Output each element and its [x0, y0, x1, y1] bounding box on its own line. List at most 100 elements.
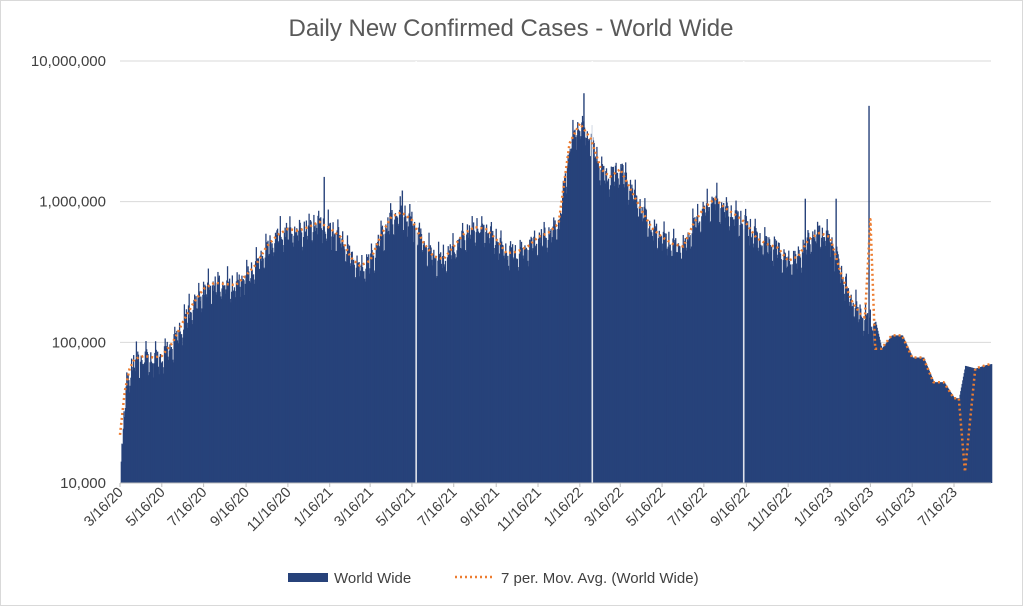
bar [960, 391, 962, 483]
bar [808, 232, 810, 483]
bar [666, 248, 668, 483]
bar [236, 272, 238, 483]
bar [858, 319, 861, 483]
bar [643, 206, 645, 483]
bar [746, 223, 748, 483]
bar [249, 282, 251, 483]
gap-line [415, 61, 417, 483]
bar [725, 206, 727, 483]
bar [665, 233, 667, 483]
bar [801, 272, 803, 483]
bar [372, 256, 374, 483]
bar [805, 254, 808, 483]
bar [523, 247, 525, 483]
bar [452, 233, 454, 483]
x-tick-label: 1/16/22 [541, 485, 587, 531]
bar [779, 253, 782, 483]
bar [817, 225, 819, 483]
bar [468, 225, 471, 483]
bar [603, 180, 606, 483]
bar [165, 345, 167, 483]
bar [989, 364, 991, 483]
bar [767, 253, 769, 483]
bar [537, 254, 539, 483]
bar [189, 317, 191, 483]
bar [794, 250, 796, 483]
bar [672, 238, 674, 483]
bar [639, 199, 641, 483]
bar [504, 251, 506, 483]
bar [605, 168, 608, 483]
bar [398, 209, 401, 483]
bar [891, 335, 893, 483]
bar [365, 268, 367, 483]
bar [890, 336, 893, 483]
bar [529, 241, 532, 483]
bar [562, 197, 564, 483]
bar [887, 340, 889, 483]
bar [121, 443, 123, 483]
bar [170, 346, 172, 483]
bar [321, 243, 323, 483]
bar [924, 360, 926, 483]
bar [359, 276, 361, 483]
bar [812, 231, 814, 483]
bar [755, 228, 757, 483]
bar [493, 248, 495, 483]
bar [477, 231, 480, 483]
bar [798, 249, 800, 483]
bar [340, 247, 342, 483]
x-tick-label: 5/16/23 [873, 485, 919, 531]
bar [655, 226, 657, 483]
bar [703, 205, 706, 484]
bar [880, 345, 882, 483]
bar [607, 178, 610, 483]
spike-bar [869, 462, 872, 483]
bar [788, 261, 791, 483]
bar [797, 246, 800, 483]
bar [910, 354, 913, 483]
bar [599, 180, 601, 483]
bar [799, 257, 802, 483]
bar [168, 350, 170, 483]
bar [481, 216, 483, 483]
bar [885, 343, 887, 483]
bar [646, 220, 648, 483]
bar [370, 243, 373, 483]
bar [686, 237, 689, 483]
bar [411, 211, 413, 484]
bar [878, 336, 880, 483]
bar [599, 185, 601, 483]
bar [598, 167, 600, 484]
bar [450, 255, 452, 483]
bar [934, 382, 937, 483]
bar [903, 339, 906, 483]
bar [207, 268, 210, 483]
spike-bar [666, 345, 669, 483]
bar [483, 224, 485, 484]
bar [620, 164, 622, 484]
bar [943, 382, 946, 483]
bar [651, 235, 654, 483]
bar [387, 230, 390, 483]
bar [710, 203, 713, 483]
bar [499, 237, 501, 483]
bar [939, 382, 941, 483]
bar [814, 241, 817, 483]
bar [370, 253, 372, 483]
bar [167, 356, 169, 483]
bar [664, 233, 666, 483]
bar [670, 250, 672, 483]
bar [883, 346, 885, 483]
bar [201, 308, 203, 483]
bar [345, 261, 347, 483]
bar [862, 318, 864, 483]
bar [659, 241, 661, 483]
bar [334, 233, 336, 483]
bar [956, 398, 959, 483]
bar [187, 322, 189, 483]
bar [875, 321, 877, 483]
bar [268, 253, 270, 483]
bar [478, 233, 480, 483]
bar [947, 387, 949, 483]
